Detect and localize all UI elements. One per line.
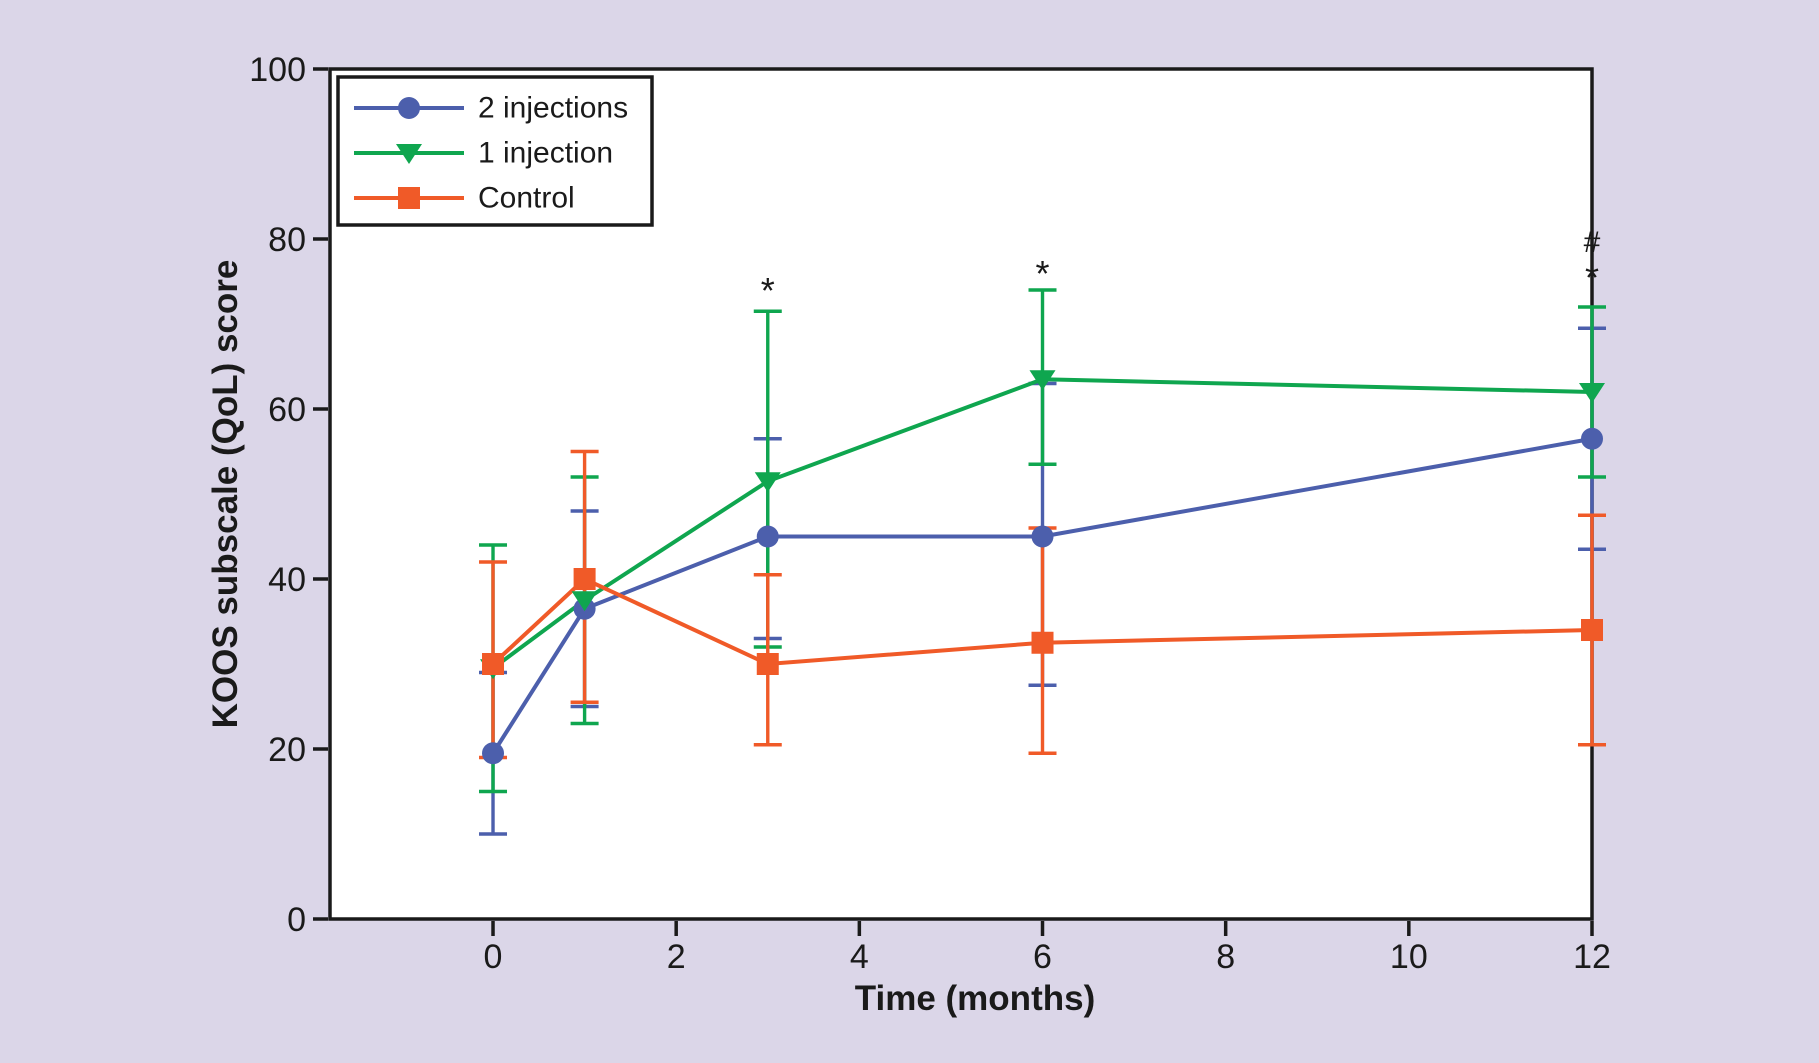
y-axis-tick-label: 100 [249, 51, 306, 89]
annotation-asterisk: * [1036, 253, 1050, 294]
x-axis-tick-label: 10 [1390, 938, 1428, 976]
data-point-marker-circle [1031, 525, 1054, 548]
legend-label: 2 injections [478, 92, 628, 125]
x-axis-title: Time (months) [855, 979, 1095, 1018]
legend-label: 1 injection [478, 137, 613, 170]
data-point-marker-triangle-down [1579, 383, 1605, 403]
data-point-marker-triangle-down [571, 591, 598, 612]
legend-item-control: Control [354, 182, 575, 215]
data-point-marker-circle [756, 525, 779, 548]
data-point-marker-triangle-down [1029, 370, 1056, 391]
data-point-marker-square [1031, 631, 1054, 654]
legend-label: Control [478, 182, 575, 215]
data-point-marker-triangle-down [754, 472, 781, 493]
y-axis-title: KOOS subscale (QoL) score [206, 260, 245, 729]
data-point-marker-circle [398, 97, 420, 119]
y-axis-tick-label: 60 [268, 391, 306, 429]
data-point-marker-square [756, 653, 779, 675]
annotation-hash: # [1584, 226, 1601, 259]
x-axis-tick-label: 8 [1216, 938, 1235, 976]
data-point-marker-square [398, 187, 420, 209]
markers-control [482, 568, 1603, 675]
annotation-asterisk: * [761, 270, 775, 311]
data-point-marker-circle [482, 742, 505, 765]
legend-item-2-injections: 2 injections [354, 92, 628, 125]
x-axis-tick-label: 12 [1573, 938, 1611, 976]
x-axis-tick-label: 6 [1033, 938, 1052, 976]
x-axis-tick-label: 0 [484, 938, 503, 976]
annotation-asterisk: * [1585, 257, 1599, 298]
y-axis-tick-label: 40 [268, 561, 306, 599]
data-point-marker-circle [1581, 427, 1603, 450]
legend-item-1-injection: 1 injection [354, 137, 613, 170]
data-point-marker-square [482, 653, 505, 675]
y-axis-tick-label: 80 [268, 221, 306, 259]
y-axis-tick-label: 0 [287, 901, 306, 939]
data-point-marker-square [573, 568, 596, 590]
data-point-marker-triangle-down [396, 144, 422, 164]
y-axis-tick-label: 20 [268, 731, 306, 769]
x-axis-tick-label: 2 [667, 938, 686, 976]
data-point-marker-square [1581, 619, 1603, 641]
x-axis-tick-label: 4 [850, 938, 869, 976]
